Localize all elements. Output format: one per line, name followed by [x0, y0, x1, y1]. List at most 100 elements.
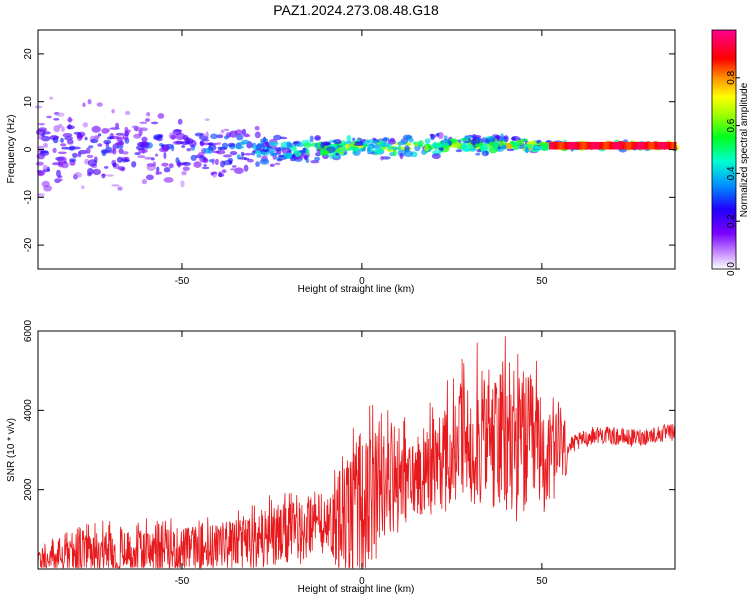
spectrogram-blob	[525, 146, 529, 154]
spectrogram-blob	[541, 144, 549, 151]
spectrogram-band-cell	[577, 141, 580, 150]
spectrogram-blob	[199, 140, 205, 147]
spectrogram-blob	[97, 143, 103, 147]
spectrogram-blob	[291, 153, 296, 159]
figure-title: PAZ1.2024.273.08.48.G18	[273, 2, 439, 18]
spectrogram-blob	[464, 148, 474, 152]
spectrogram-blob	[380, 142, 390, 148]
spectrogram-band-cell	[590, 141, 593, 150]
spectrogram-blob	[90, 138, 99, 144]
spectrogram-blob	[391, 146, 400, 150]
spectrogram-blob	[101, 127, 109, 134]
spectrogram-blob	[309, 135, 314, 143]
spectrogram-blob	[437, 132, 444, 139]
spectrogram-blob	[243, 152, 253, 156]
spectrogram-blob	[208, 159, 214, 163]
spectrogram-blob	[56, 112, 65, 117]
spectrogram-blob	[144, 156, 153, 160]
spectrogram-blob	[103, 139, 112, 145]
spectrogram-blob	[43, 131, 51, 135]
spectrogram-blob	[66, 139, 74, 145]
spectrogram-blob	[36, 193, 45, 198]
spectrogram-blob	[244, 133, 251, 138]
spectrogram-blob	[52, 137, 59, 144]
spectrogram-band-cell	[585, 141, 588, 150]
spectrogram-band-cell	[661, 141, 664, 150]
spectrogram-blob	[67, 116, 72, 123]
spectrogram-band-cell	[635, 141, 638, 150]
spectrogram-blob	[431, 153, 441, 160]
spectrogram-blob	[234, 129, 243, 136]
spectrogram-xtick-label: 0	[359, 276, 365, 287]
spectrogram-blob	[175, 132, 186, 140]
spectrogram-blob	[194, 132, 204, 137]
spectrogram-blob	[171, 144, 175, 152]
spectrogram-blob	[91, 125, 101, 133]
spectrogram-blob	[476, 137, 481, 144]
spectrogram-band-cell	[579, 141, 582, 150]
spectrogram-blob	[49, 96, 54, 100]
spectrogram-blob	[201, 166, 210, 170]
spectrogram-blob	[176, 163, 184, 166]
spectrogram-band-cell	[650, 141, 653, 150]
spectrogram-blob	[282, 152, 293, 158]
spectrogram-band-cell	[637, 141, 640, 150]
spectrogram-blob	[292, 145, 297, 149]
spectrogram-band-cell	[581, 141, 584, 150]
spectrogram-band-cell	[594, 141, 597, 150]
spectrogram-band-cell	[570, 141, 573, 150]
spectrogram-blob	[255, 161, 260, 167]
spectrogram-band-cell	[648, 141, 651, 150]
spectrogram-blob	[43, 143, 48, 148]
spectrogram-blob	[274, 147, 282, 152]
spectrogram-blob	[320, 141, 324, 149]
spectrogram-blob	[193, 161, 202, 168]
spectrogram-blob	[509, 141, 520, 146]
spectrogram-band-cell	[549, 141, 552, 150]
spectrogram-blob	[60, 137, 64, 143]
spectrogram-blob	[208, 142, 214, 146]
spectrogram-blob	[86, 154, 94, 159]
spectrogram-blob	[254, 126, 260, 131]
spectrogram-blob	[229, 151, 238, 156]
spectrogram-blob	[146, 112, 151, 117]
spectrogram-xtick-label: -50	[175, 276, 190, 287]
spectrogram-blob	[115, 132, 125, 136]
spectrogram-blob	[218, 171, 223, 178]
spectrogram-blob	[329, 152, 334, 159]
spectrogram-blob	[489, 141, 495, 147]
spectrogram-band-cell	[605, 141, 608, 150]
spectrogram-band-cell	[583, 141, 586, 150]
spectrogram-blob	[455, 149, 463, 153]
spectrogram-blob	[234, 167, 244, 174]
spectrogram-blob	[93, 135, 100, 140]
spectrogram-blob	[473, 135, 482, 139]
spectrogram-ytick-label: -20	[23, 237, 34, 252]
spectrogram-band-cell	[564, 141, 567, 150]
colorbar-tick-label: 0.4	[726, 166, 737, 180]
spectrogram-band-cell	[598, 141, 601, 150]
spectrogram-blob	[269, 141, 279, 147]
spectrogram-blob	[163, 151, 167, 160]
spectrogram-blob	[533, 145, 544, 149]
spectrogram-band-cell	[600, 141, 604, 150]
spectrogram-band-cell	[557, 141, 560, 150]
spectrogram-blob	[203, 164, 207, 167]
spectrogram-blob	[438, 149, 442, 155]
spectrogram-blob	[141, 136, 148, 142]
spectrogram-blob	[139, 121, 148, 125]
spectrogram-blob	[106, 174, 114, 177]
spectrogram-blob	[82, 122, 89, 128]
spectrogram-band-cell	[631, 141, 634, 150]
colorbar-tick-label: 0.6	[726, 118, 737, 132]
spectrogram-blob	[175, 140, 184, 145]
spectrogram-blob	[38, 122, 45, 126]
spectrogram-blob	[371, 150, 375, 155]
spectrogram-blob	[190, 154, 197, 161]
spectrogram-band-cell	[672, 141, 675, 150]
spectrogram-blob	[98, 133, 102, 137]
spectrogram-blob	[236, 134, 244, 141]
spectrogram-panel: -50 0 50 -20 -10 0 10 20 Height of straight lin…	[6, 29, 680, 295]
spectrogram-blob	[255, 143, 265, 151]
